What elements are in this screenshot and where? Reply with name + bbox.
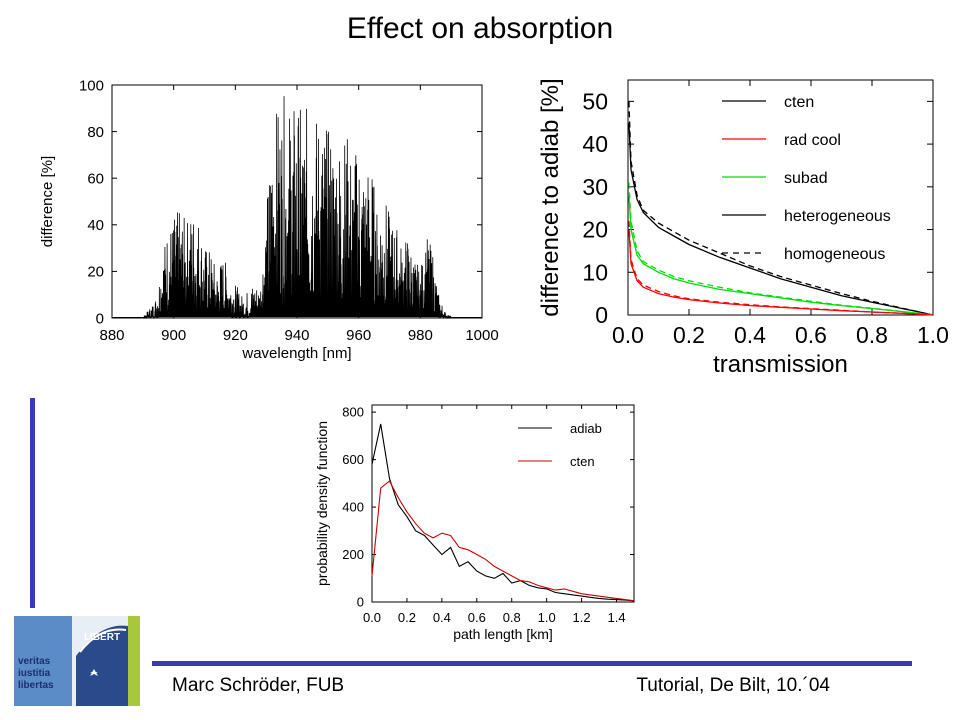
series-line-subad bbox=[628, 182, 934, 316]
y-tick-label: 40 bbox=[582, 131, 608, 157]
x-tick-label: 0.4 bbox=[734, 322, 766, 348]
legend-label: cten bbox=[570, 454, 595, 469]
footer-author: Marc Schröder, FUB bbox=[172, 675, 345, 696]
plot-frame bbox=[111, 84, 483, 319]
x-tick-label: 980 bbox=[408, 327, 433, 344]
series-line-cten bbox=[371, 480, 635, 602]
logo-line: iustitia bbox=[18, 668, 51, 679]
y-tick-label: 20 bbox=[87, 264, 104, 281]
x-tick-label: 0.8 bbox=[856, 322, 888, 348]
y-tick-label: 50 bbox=[582, 88, 608, 114]
x-tick-label: 880 bbox=[99, 327, 124, 344]
x-tick-label: 1000 bbox=[465, 327, 498, 344]
y-tick-label: 10 bbox=[582, 259, 608, 285]
y-tick-label: 20 bbox=[582, 217, 608, 243]
slide-title: Effect on absorption bbox=[346, 12, 614, 45]
x-tick-label: 0.0 bbox=[363, 610, 381, 625]
y-tick-label: 0 bbox=[96, 310, 104, 327]
accent-bar-vertical bbox=[30, 398, 35, 608]
series-line-subad bbox=[628, 195, 934, 316]
x-tick-label: 1.4 bbox=[607, 610, 625, 625]
y-tick-label: 0 bbox=[595, 302, 608, 328]
y-tick-label: 60 bbox=[87, 170, 104, 187]
y-axis-title: probability density function bbox=[314, 421, 330, 586]
x-tick-label: 0.0 bbox=[612, 322, 644, 348]
footer-event: Tutorial, De Bilt, 10.´04 bbox=[636, 675, 830, 696]
logo-motto: veritas iustitia libertas bbox=[18, 656, 70, 692]
x-tick-label: 1.0 bbox=[538, 610, 556, 625]
x-tick-label: 920 bbox=[223, 327, 248, 344]
x-tick-label: 1.2 bbox=[573, 610, 591, 625]
x-axis-title: transmission bbox=[713, 351, 848, 378]
logo-line: veritas bbox=[18, 656, 51, 667]
x-tick-label: 0.6 bbox=[795, 322, 827, 348]
y-tick-label: 600 bbox=[342, 452, 364, 467]
series-line-rad-cool bbox=[628, 229, 934, 316]
logo-green-strip bbox=[128, 616, 140, 706]
x-tick-label: 0.4 bbox=[433, 610, 451, 625]
seal-icon: LIBERT bbox=[72, 616, 128, 706]
y-tick-label: 200 bbox=[342, 547, 364, 562]
x-tick-label: 0.8 bbox=[503, 610, 521, 625]
y-axis-title: difference [%] bbox=[39, 156, 56, 247]
y-tick-label: 100 bbox=[79, 77, 104, 94]
y-tick-label: 40 bbox=[87, 217, 104, 234]
y-tick-label: 0 bbox=[357, 595, 364, 610]
legend-label: rad cool bbox=[784, 132, 841, 149]
logo-line: libertas bbox=[18, 680, 54, 691]
x-tick-label: 1.0 bbox=[917, 322, 949, 348]
x-tick-label: 940 bbox=[284, 327, 309, 344]
legend-label: homogeneous bbox=[784, 246, 885, 263]
legend-label: heterogeneous bbox=[784, 208, 891, 225]
y-tick-label: 400 bbox=[342, 500, 364, 515]
x-tick-label: 0.6 bbox=[468, 610, 486, 625]
series-line-cten bbox=[628, 122, 934, 316]
x-tick-label: 960 bbox=[346, 327, 371, 344]
y-tick-label: 30 bbox=[582, 174, 608, 200]
legend-label: subad bbox=[784, 170, 828, 187]
x-axis-title: path length [km] bbox=[453, 626, 553, 642]
accent-bar-horizontal bbox=[152, 661, 912, 666]
y-tick-label: 80 bbox=[87, 124, 104, 141]
legend-label: adiab bbox=[570, 421, 602, 436]
x-tick-label: 900 bbox=[161, 327, 186, 344]
legend-label: cten bbox=[784, 94, 814, 111]
seal-text: LIBERT bbox=[84, 632, 120, 643]
y-axis-title: difference to adiab [%] bbox=[537, 78, 564, 316]
university-logo bbox=[14, 616, 72, 706]
x-tick-label: 0.2 bbox=[398, 610, 416, 625]
series-line-cten bbox=[628, 101, 934, 316]
y-tick-label: 800 bbox=[342, 405, 364, 420]
spectrum-line bbox=[111, 96, 483, 320]
x-axis-title: wavelength [nm] bbox=[241, 345, 351, 362]
plot-frame bbox=[627, 79, 934, 316]
plot-frame bbox=[371, 404, 635, 603]
series-line-rad-cool bbox=[628, 220, 934, 316]
series-line-adiab bbox=[371, 423, 635, 602]
x-tick-label: 0.2 bbox=[673, 322, 705, 348]
